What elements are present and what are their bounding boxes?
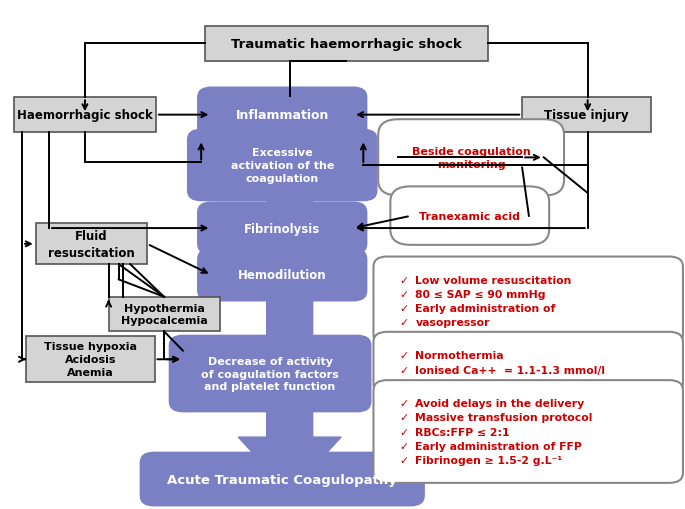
Text: Tissue injury: Tissue injury (544, 109, 629, 122)
Text: Fibrinogen ≥ 1.5-2 g.L⁻¹: Fibrinogen ≥ 1.5-2 g.L⁻¹ (415, 455, 562, 465)
FancyBboxPatch shape (373, 257, 683, 346)
FancyBboxPatch shape (169, 336, 371, 412)
Text: Haemorrhagic shock: Haemorrhagic shock (17, 109, 153, 122)
Text: Early administration of FFP: Early administration of FFP (415, 441, 582, 450)
Text: vasopressor: vasopressor (415, 318, 490, 328)
Text: Ionised Ca++  = 1.1-1.3 mmol/l: Ionised Ca++ = 1.1-1.3 mmol/l (415, 365, 606, 376)
Text: Avoid delays in the delivery: Avoid delays in the delivery (415, 399, 584, 409)
Text: Tissue hypoxia
Acidosis
Anemia: Tissue hypoxia Acidosis Anemia (44, 342, 137, 377)
Text: Fluid
resuscitation: Fluid resuscitation (48, 230, 135, 259)
Text: ✓: ✓ (399, 303, 408, 314)
FancyBboxPatch shape (378, 120, 564, 196)
Text: Normothermia: Normothermia (415, 351, 504, 361)
Text: Decrease of activity
of coagulation factors
and platelet function: Decrease of activity of coagulation fact… (201, 356, 339, 391)
FancyBboxPatch shape (109, 297, 220, 332)
FancyBboxPatch shape (14, 98, 156, 133)
FancyBboxPatch shape (373, 380, 683, 483)
Text: Early administration of: Early administration of (415, 303, 556, 314)
Text: Low volume resuscitation: Low volume resuscitation (415, 275, 572, 286)
Text: ✓: ✓ (399, 455, 408, 465)
Text: Acute Traumatic Coagulopathy: Acute Traumatic Coagulopathy (167, 473, 397, 486)
FancyBboxPatch shape (36, 224, 147, 265)
FancyBboxPatch shape (198, 203, 366, 254)
Text: Hemodilution: Hemodilution (238, 269, 327, 282)
Text: ✓: ✓ (399, 290, 408, 299)
FancyBboxPatch shape (188, 130, 377, 201)
Text: Traumatic haemorrhagic shock: Traumatic haemorrhagic shock (231, 38, 462, 51)
Text: 80 ≤ SAP ≤ 90 mmHg: 80 ≤ SAP ≤ 90 mmHg (415, 290, 546, 299)
Text: Inflammation: Inflammation (236, 109, 329, 122)
Text: ✓: ✓ (399, 275, 408, 286)
Text: Hypothermia
Hypocalcemia: Hypothermia Hypocalcemia (121, 303, 208, 326)
Text: RBCs:FFP ≤ 2:1: RBCs:FFP ≤ 2:1 (415, 427, 510, 437)
Text: ✓: ✓ (399, 413, 408, 422)
FancyBboxPatch shape (140, 453, 424, 506)
FancyBboxPatch shape (205, 27, 488, 62)
Text: ✓: ✓ (399, 399, 408, 409)
Text: Beside coagulation
monitoring: Beside coagulation monitoring (412, 147, 530, 169)
Polygon shape (238, 98, 341, 493)
FancyBboxPatch shape (26, 337, 155, 382)
Text: ✓: ✓ (399, 441, 408, 450)
Text: ✓: ✓ (399, 351, 408, 361)
Text: Excessive
activation of the
coagulation: Excessive activation of the coagulation (231, 148, 334, 183)
Text: Tranexamic acid: Tranexamic acid (419, 211, 521, 221)
FancyBboxPatch shape (198, 88, 366, 143)
Text: Massive transfusion protocol: Massive transfusion protocol (415, 413, 593, 422)
Text: ✓: ✓ (399, 318, 408, 328)
FancyBboxPatch shape (198, 249, 366, 301)
FancyBboxPatch shape (390, 187, 549, 245)
Text: ✓: ✓ (399, 427, 408, 437)
Text: ✓: ✓ (399, 365, 408, 376)
Text: Fibrinolysis: Fibrinolysis (244, 222, 321, 235)
FancyBboxPatch shape (522, 98, 651, 133)
FancyBboxPatch shape (373, 332, 683, 394)
